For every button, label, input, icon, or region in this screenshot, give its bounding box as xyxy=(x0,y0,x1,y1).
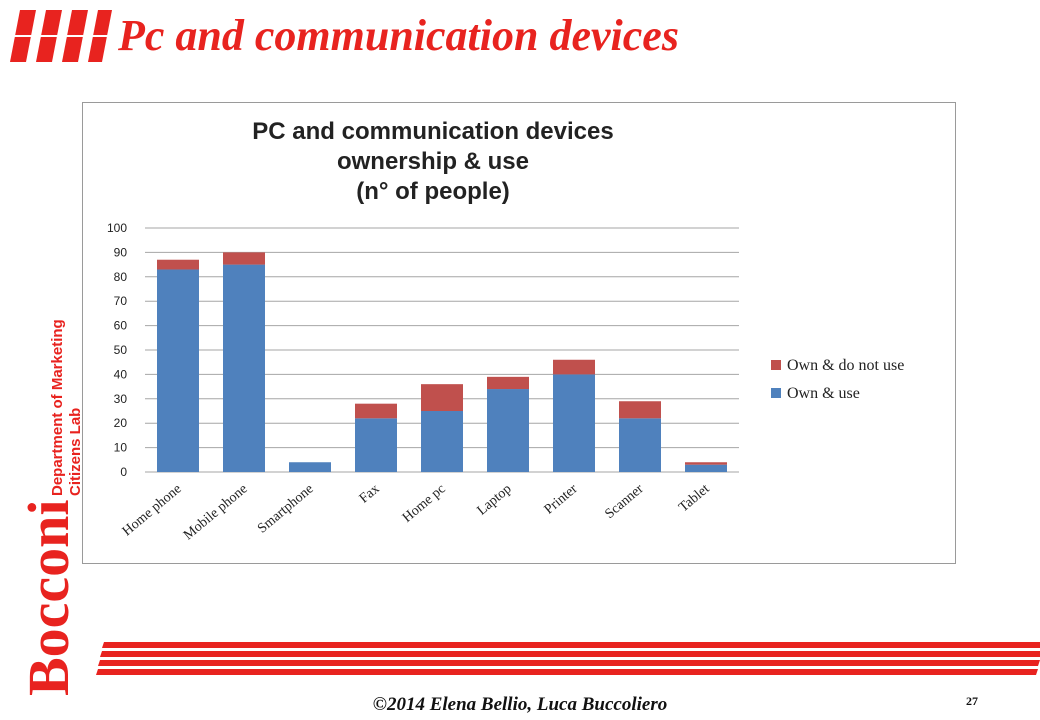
department-label: Department of Marketing Citizens Lab xyxy=(22,256,84,496)
title-decoration-bars xyxy=(6,10,114,62)
legend-label: Own & use xyxy=(787,385,860,402)
y-tick-label: 30 xyxy=(114,392,128,406)
x-tick-label: Smartphone xyxy=(255,482,316,537)
chart-title-line-3: (n° of people) xyxy=(356,178,510,205)
bar-printer-series-0 xyxy=(553,374,595,472)
bar-scanner-series-1 xyxy=(619,401,661,419)
x-tick-label: Printer xyxy=(542,481,581,517)
chart-title-line-2: ownership & use xyxy=(337,148,529,175)
chart-bars xyxy=(157,252,727,472)
y-tick-label: 50 xyxy=(114,343,128,357)
y-tick-label: 0 xyxy=(120,465,127,479)
y-tick-label: 90 xyxy=(114,245,128,259)
bar-home-pc-series-0 xyxy=(421,411,463,472)
x-tick-label: Fax xyxy=(357,482,383,507)
bar-home-pc-series-1 xyxy=(421,384,463,411)
y-tick-label: 80 xyxy=(114,270,128,284)
y-tick-label: 40 xyxy=(114,367,128,381)
chart-title-line-1: PC and communication devices xyxy=(252,118,613,145)
x-tick-label: Mobile phone xyxy=(181,482,251,544)
bar-tablet-series-0 xyxy=(685,464,727,472)
bar-tablet-series-1 xyxy=(685,462,727,465)
bar-fax-series-1 xyxy=(355,403,397,419)
bar-mobile-phone-series-0 xyxy=(223,264,265,472)
department-label-line1: Department of Marketing xyxy=(49,319,66,496)
bar-laptop-series-0 xyxy=(487,389,529,472)
legend-swatch xyxy=(771,388,781,398)
x-tick-label: Laptop xyxy=(475,482,515,519)
department-label-line2: Citizens Lab xyxy=(67,408,84,496)
x-tick-label: Home phone xyxy=(120,482,185,540)
bar-mobile-phone-series-1 xyxy=(223,252,265,265)
bocconi-logo-text: Bocconi xyxy=(16,500,74,696)
y-tick-label: 100 xyxy=(107,221,127,235)
bocconi-logo: Bocconi xyxy=(14,499,81,700)
y-tick-label: 70 xyxy=(114,294,128,308)
page-number: 27 xyxy=(966,694,978,708)
bar-home-phone-series-1 xyxy=(157,259,199,270)
bar-scanner-series-0 xyxy=(619,418,661,472)
chart-title: PC and communication devices ownership & … xyxy=(252,118,613,205)
x-tick-label: Scanner xyxy=(602,481,646,522)
bar-smartphone-series-0 xyxy=(289,462,331,472)
legend-swatch xyxy=(771,360,781,370)
y-tick-label: 10 xyxy=(114,441,128,455)
chart-legend: Own & do not use Own & use xyxy=(771,357,904,402)
bottom-decoration-stripes xyxy=(96,642,1040,675)
bar-laptop-series-1 xyxy=(487,376,529,390)
y-axis-ticks: 0 10 20 30 40 50 60 70 80 90 100 xyxy=(107,221,127,479)
x-tick-label: Home pc xyxy=(400,482,449,526)
legend-label: Own & do not use xyxy=(787,357,904,374)
footer-copyright: ©2014 Elena Bellio, Luca Buccoliero xyxy=(372,694,668,715)
stacked-bar-chart: PC and communication devices ownership & … xyxy=(107,118,904,543)
bar-fax-series-0 xyxy=(355,418,397,472)
y-tick-label: 60 xyxy=(114,319,128,333)
chart-container: PC and communication devices ownership & … xyxy=(82,102,956,564)
slide-title: Pc and communication devices xyxy=(118,11,679,60)
y-tick-label: 20 xyxy=(114,416,128,430)
x-tick-label: Tablet xyxy=(676,482,712,516)
bar-printer-series-1 xyxy=(553,359,595,375)
bar-home-phone-series-0 xyxy=(157,269,199,472)
